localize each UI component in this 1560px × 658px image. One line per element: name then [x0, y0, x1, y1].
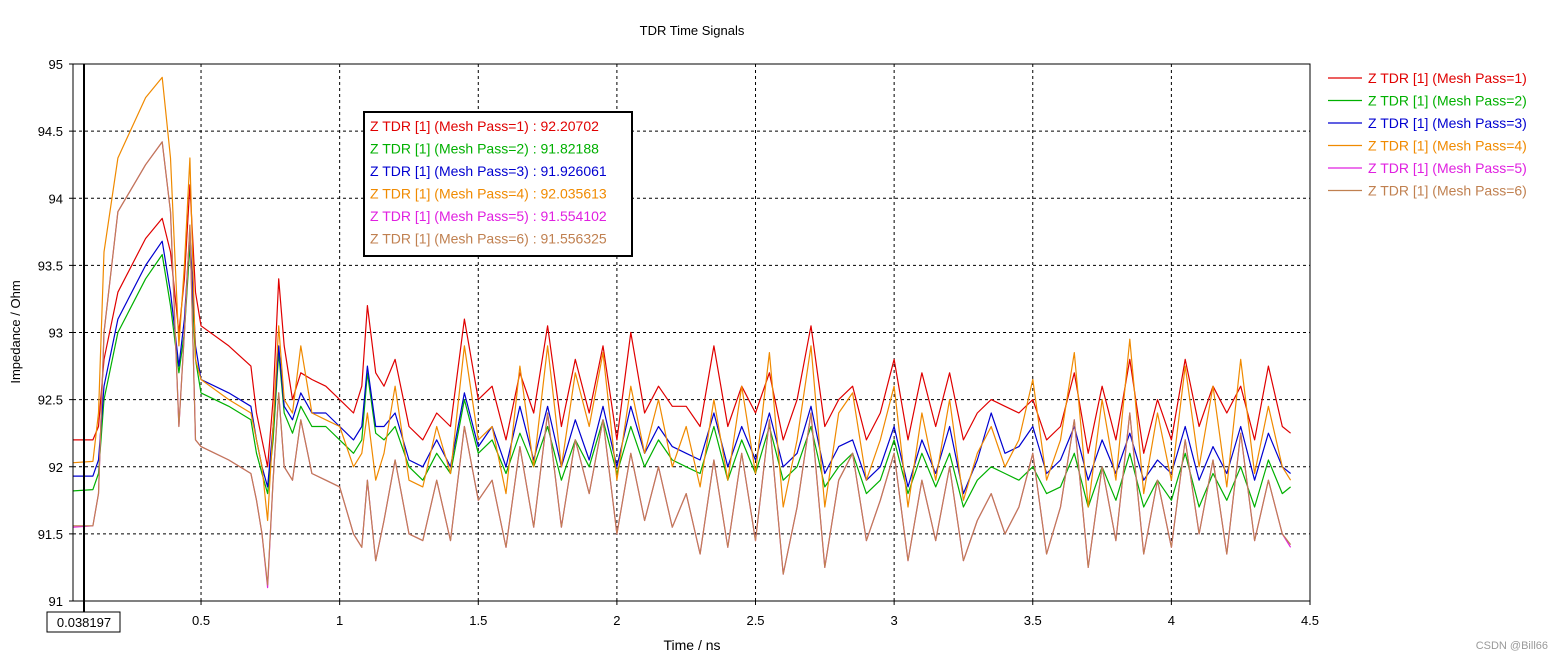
legend: Z TDR [1] (Mesh Pass=1) Z TDR [1] (Mesh P… — [1328, 70, 1527, 199]
series-line-pass-4 — [73, 76, 1292, 522]
readout-entry-pass-3: Z TDR [1] (Mesh Pass=3) : 91.926061 — [370, 163, 607, 179]
grid-lines — [73, 64, 1310, 601]
y-tick-label: 93.5 — [38, 258, 63, 273]
legend-entry-pass-6[interactable]: Z TDR [1] (Mesh Pass=6) — [1368, 183, 1527, 199]
y-tick-label: 93 — [49, 326, 63, 341]
y-tick-label: 92.5 — [38, 393, 63, 408]
legend-entry-pass-3[interactable]: Z TDR [1] (Mesh Pass=3) — [1368, 115, 1527, 131]
x-axis-label: Time / ns — [663, 637, 720, 653]
readout-entry-pass-4: Z TDR [1] (Mesh Pass=4) : 92.035613 — [370, 186, 607, 202]
x-axis: 0.5 1 1.5 2 2.5 3 3.5 4 4.5 — [192, 601, 1319, 628]
y-tick-label: 95 — [49, 57, 63, 72]
readout-entry-pass-2: Z TDR [1] (Mesh Pass=2) : 91.82188 — [370, 141, 599, 157]
legend-entry-pass-5[interactable]: Z TDR [1] (Mesh Pass=5) — [1368, 160, 1527, 176]
x-tick-label: 2.5 — [746, 613, 764, 628]
cursor-value-box[interactable] — [46, 611, 121, 633]
cursor-value: 0.038197 — [57, 615, 111, 630]
legend-entry-pass-2[interactable]: Z TDR [1] (Mesh Pass=2) — [1368, 93, 1527, 109]
marker-readout-box: Z TDR [1] (Mesh Pass=1) : 92.20702 Z TDR … — [363, 111, 633, 257]
series-lines — [73, 76, 1292, 589]
x-tick-label: 1.5 — [469, 613, 487, 628]
chart-title: TDR Time Signals — [640, 23, 745, 38]
series-line-pass-3 — [73, 231, 1291, 495]
y-tick-label: 92 — [49, 460, 63, 475]
y-tick-label: 91.5 — [38, 527, 63, 542]
y-axis: 91 91.5 92 92.5 93 93.5 94 94.5 95 — [38, 57, 73, 609]
x-tick-label: 4 — [1168, 613, 1175, 628]
legend-entry-pass-1[interactable]: Z TDR [1] (Mesh Pass=1) — [1368, 70, 1527, 86]
legend-entry-pass-4[interactable]: Z TDR [1] (Mesh Pass=4) — [1368, 138, 1527, 154]
x-tick-label: 4.5 — [1301, 613, 1319, 628]
x-tick-label: 2 — [613, 613, 620, 628]
watermark: CSDN @Bill66 — [1475, 640, 1548, 652]
x-tick-label: 3 — [891, 613, 898, 628]
readout-entry-pass-6: Z TDR [1] (Mesh Pass=6) : 91.556325 — [370, 231, 607, 247]
y-axis-label: Impedance / Ohm — [8, 280, 23, 383]
series-line-pass-5 — [73, 141, 1292, 589]
y-tick-label: 94 — [49, 191, 63, 206]
series-line-pass-6 — [73, 141, 1292, 586]
x-tick-label: 3.5 — [1024, 613, 1042, 628]
series-line-pass-1 — [73, 184, 1291, 468]
series-line-pass-2 — [73, 244, 1291, 508]
x-tick-label: 0.5 — [192, 613, 210, 628]
x-tick-label: 1 — [336, 613, 343, 628]
readout-entry-pass-1: Z TDR [1] (Mesh Pass=1) : 92.20702 — [370, 118, 599, 134]
y-tick-label: 94.5 — [38, 124, 63, 139]
readout-entry-pass-5: Z TDR [1] (Mesh Pass=5) : 91.554102 — [370, 208, 607, 224]
y-tick-label: 91 — [49, 594, 63, 609]
